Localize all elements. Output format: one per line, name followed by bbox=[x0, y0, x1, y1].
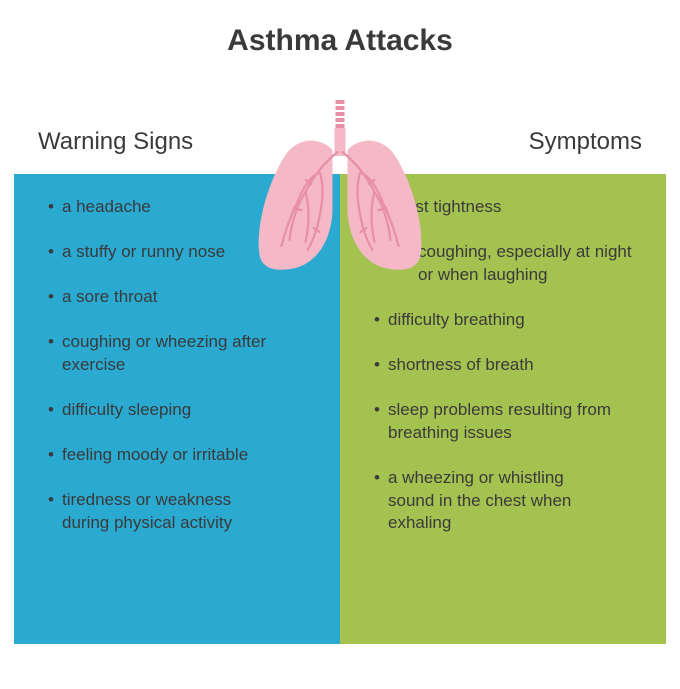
list-item: a sore throat bbox=[48, 286, 268, 309]
list-item: coughing or wheezing after exercise bbox=[48, 331, 268, 377]
list-item: difficulty breathing bbox=[374, 309, 614, 332]
lungs-icon bbox=[248, 100, 433, 280]
page-title: Asthma Attacks bbox=[14, 24, 666, 58]
list-item: a headache bbox=[48, 196, 268, 219]
list-item: coughing, especially at night or when la… bbox=[404, 241, 638, 287]
list-item: a stuffy or runny nose bbox=[48, 241, 268, 264]
list-item: a wheezing or whistling sound in the che… bbox=[374, 467, 614, 536]
infographic-container: Asthma Attacks Warning Signs a headache … bbox=[0, 0, 680, 689]
list-item: shortness of breath bbox=[374, 354, 614, 377]
list-item: feeling moody or irritable bbox=[48, 444, 268, 467]
list-item: sleep problems resulting from breathing … bbox=[374, 399, 614, 445]
list-item: difficulty sleeping bbox=[48, 399, 268, 422]
list-item: tiredness or weakness during physical ac… bbox=[48, 489, 268, 535]
